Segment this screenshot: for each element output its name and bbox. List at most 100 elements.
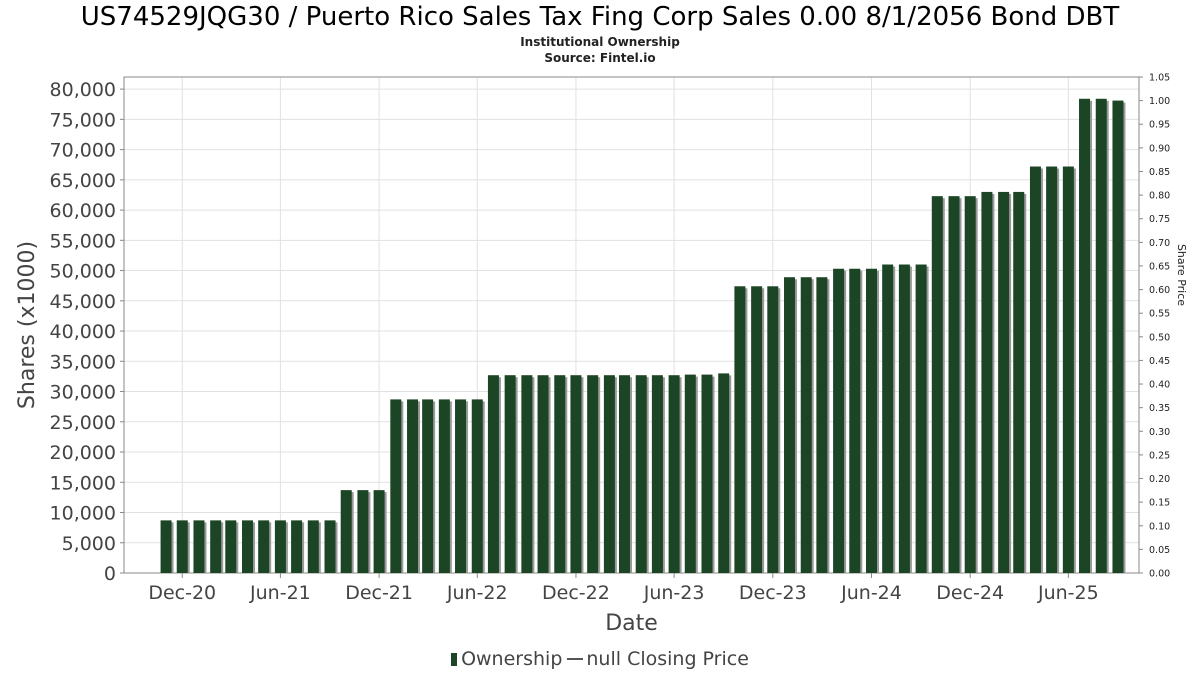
ownership-bar bbox=[521, 375, 533, 573]
ownership-bar bbox=[603, 375, 615, 573]
y-tick-label: 25,000 bbox=[50, 412, 116, 434]
ownership-bar bbox=[784, 277, 796, 573]
y2-tick-label: 0.10 bbox=[1149, 521, 1170, 532]
ownership-bar bbox=[438, 399, 450, 573]
y-tick-label: 50,000 bbox=[50, 261, 116, 283]
ownership-bar bbox=[981, 191, 993, 574]
ownership-bar bbox=[1029, 166, 1041, 573]
y2-tick-label: 0.95 bbox=[1149, 120, 1170, 131]
y-tick-label: 70,000 bbox=[50, 140, 116, 162]
y2-tick-label: 0.15 bbox=[1149, 498, 1170, 509]
y2-axis-label: Share Price bbox=[1175, 244, 1188, 306]
ownership-bar bbox=[537, 375, 549, 573]
y-tick-label: 60,000 bbox=[50, 200, 116, 222]
y-tick-label: 35,000 bbox=[50, 351, 116, 373]
ownership-bar bbox=[635, 375, 647, 573]
ownership-bar bbox=[1095, 98, 1107, 574]
x-tick-label: Dec-23 bbox=[739, 582, 807, 604]
y-axis-label: Shares (x1000) bbox=[15, 241, 40, 409]
ownership-bar bbox=[390, 399, 402, 573]
ownership-bar bbox=[865, 268, 877, 573]
y2-tick-label: 0.40 bbox=[1149, 380, 1170, 391]
ownership-bar bbox=[291, 520, 303, 573]
ownership-bar bbox=[1079, 98, 1091, 574]
ownership-bar bbox=[833, 268, 845, 573]
y-tick-label: 5,000 bbox=[62, 533, 116, 555]
ownership-bar bbox=[587, 375, 599, 573]
y2-tick-label: 0.80 bbox=[1149, 191, 1170, 202]
y-tick-label: 80,000 bbox=[50, 79, 116, 101]
ownership-bar bbox=[225, 520, 237, 573]
ownership-bar bbox=[684, 374, 696, 573]
x-tick-label: Jun-24 bbox=[840, 582, 902, 604]
ownership-bar bbox=[898, 264, 910, 573]
x-tick-label: Dec-21 bbox=[345, 582, 413, 604]
y-tick-label: 0 bbox=[104, 563, 116, 585]
y2-tick-label: 0.75 bbox=[1149, 214, 1170, 225]
y-tick-label: 45,000 bbox=[50, 291, 116, 313]
ownership-bar bbox=[701, 374, 713, 573]
ownership-bar bbox=[948, 196, 960, 573]
y2-tick-label: 0.60 bbox=[1149, 285, 1170, 296]
chart-legend: Ownership null Closing Price bbox=[0, 648, 1200, 670]
y-tick-label: 65,000 bbox=[50, 170, 116, 192]
y2-tick-label: 0.65 bbox=[1149, 261, 1170, 272]
x-tick-label: Dec-22 bbox=[542, 582, 610, 604]
ownership-bar bbox=[1046, 166, 1058, 573]
ownership-bar bbox=[734, 286, 746, 573]
ownership-bar bbox=[176, 520, 188, 573]
ownership-bar bbox=[570, 375, 582, 573]
y2-tick-label: 0.50 bbox=[1149, 332, 1170, 343]
ownership-bar bbox=[882, 264, 894, 573]
chart-subtitle-ownership: Institutional Ownership bbox=[520, 35, 680, 49]
ownership-bar bbox=[931, 196, 943, 573]
ownership-bar bbox=[1013, 191, 1025, 574]
ownership-bar bbox=[373, 490, 385, 573]
y2-tick-label: 0.20 bbox=[1149, 474, 1170, 485]
ownership-bar bbox=[274, 520, 286, 573]
ownership-bar bbox=[160, 520, 172, 573]
chart-subtitle-source: Source: Fintel.io bbox=[544, 51, 656, 65]
y-tick-label: 30,000 bbox=[50, 382, 116, 404]
y2-tick-label: 0.25 bbox=[1149, 450, 1170, 461]
ownership-bar bbox=[242, 520, 254, 573]
legend-ownership-label: Ownership bbox=[461, 648, 563, 670]
ownership-bar bbox=[258, 520, 270, 573]
ownership-bar bbox=[1062, 166, 1074, 573]
ownership-bar bbox=[800, 277, 812, 573]
x-axis-label: Date bbox=[605, 611, 658, 636]
ownership-bar bbox=[340, 490, 352, 573]
y2-tick-label: 0.05 bbox=[1149, 545, 1170, 556]
ownership-bar bbox=[751, 286, 763, 573]
x-tick-label: Jun-22 bbox=[446, 582, 508, 604]
ownership-bar bbox=[455, 399, 467, 573]
y2-tick-label: 0.00 bbox=[1149, 569, 1170, 580]
ownership-bar bbox=[816, 277, 828, 573]
ownership-bar bbox=[307, 520, 319, 573]
y2-tick-label: 0.85 bbox=[1149, 167, 1170, 178]
y-tick-label: 10,000 bbox=[50, 503, 116, 525]
ownership-bar bbox=[193, 520, 205, 573]
legend-price-line bbox=[567, 658, 584, 660]
y2-tick-label: 0.45 bbox=[1149, 356, 1170, 367]
ownership-bar bbox=[964, 196, 976, 573]
legend-ownership-swatch bbox=[451, 653, 458, 666]
ownership-bar bbox=[471, 399, 483, 573]
ownership-bar bbox=[504, 375, 516, 573]
ownership-bar bbox=[1112, 100, 1124, 573]
x-tick-label: Dec-24 bbox=[936, 582, 1004, 604]
ownership-bar bbox=[422, 399, 434, 573]
y2-tick-label: 0.90 bbox=[1149, 143, 1170, 154]
x-tick-label: Jun-21 bbox=[249, 582, 311, 604]
legend-price-label: null Closing Price bbox=[586, 648, 749, 670]
x-tick-label: Dec-20 bbox=[148, 582, 216, 604]
x-tick-label: Jun-23 bbox=[643, 582, 705, 604]
ownership-bar bbox=[357, 490, 369, 573]
ownership-bar bbox=[324, 520, 336, 573]
y2-tick-label: 0.55 bbox=[1149, 309, 1170, 320]
ownership-bar bbox=[554, 375, 566, 573]
y-tick-label: 15,000 bbox=[50, 472, 116, 494]
ownership-bar bbox=[668, 375, 680, 573]
y2-tick-label: 0.30 bbox=[1149, 427, 1170, 438]
